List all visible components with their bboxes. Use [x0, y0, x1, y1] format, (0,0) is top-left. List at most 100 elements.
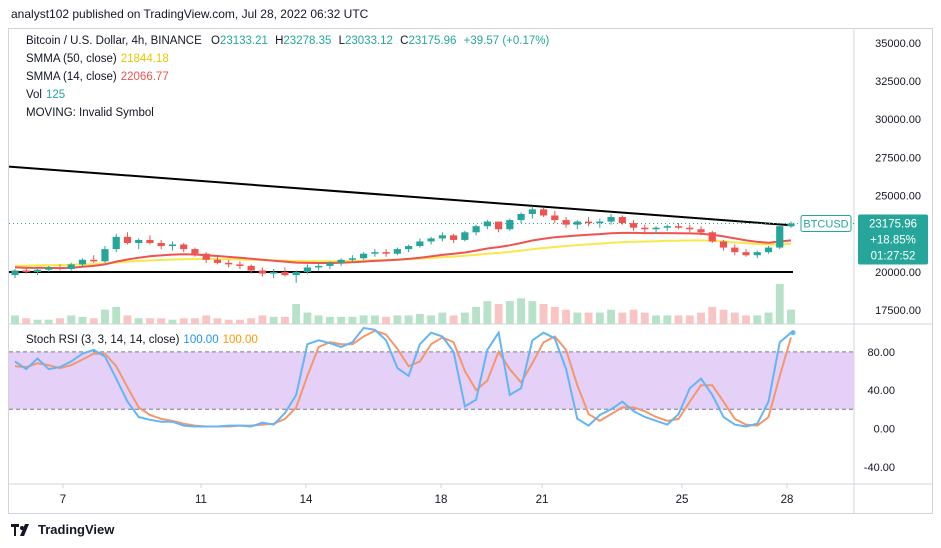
smma14-line [14, 231, 792, 270]
candle-body [281, 272, 289, 276]
candle-body [236, 264, 244, 266]
volume-bar [393, 315, 402, 324]
volume-bar [78, 316, 87, 324]
volume-value: 125 [46, 89, 66, 101]
candle-body [270, 272, 278, 274]
volume-bar [787, 309, 795, 324]
smma50-legend: SMMA (50, close) 21844.18 [26, 53, 169, 65]
volume-bar [235, 319, 244, 324]
volume-bar [607, 309, 615, 324]
volume-bar [89, 318, 98, 324]
volume-bar [764, 312, 773, 324]
trend-line [9, 165, 794, 227]
candle-body [551, 215, 559, 221]
stoch-k-value: 100.00 [183, 334, 219, 346]
stoch-band [9, 351, 854, 410]
candle-body [45, 267, 53, 270]
price-tick-label: 35000.00 [875, 38, 921, 50]
candle-body [90, 259, 98, 262]
volume-bar [168, 319, 177, 324]
price-tick-label: 25000.00 [875, 191, 921, 203]
candle-body [584, 221, 593, 224]
volume-bar [460, 312, 469, 324]
volume-bar [753, 315, 762, 324]
tradingview-brand: TradingView [38, 522, 115, 537]
stoch-tick-label: 80.00 [867, 347, 895, 359]
candle-body [191, 249, 199, 254]
volume-bar [528, 301, 537, 324]
volume-bar [404, 315, 413, 324]
stoch-end-marker [790, 330, 796, 336]
volume-bar [517, 298, 526, 324]
candle-body [33, 269, 42, 273]
volume-bar [775, 284, 784, 324]
candle-body [168, 244, 177, 247]
volume-bar [685, 315, 694, 324]
candle-body [483, 221, 491, 227]
candle-body [731, 247, 739, 253]
volume-bar [584, 312, 593, 324]
volume-bar [629, 309, 638, 324]
time-tick-label: 14 [300, 494, 313, 506]
candle-body [303, 267, 312, 273]
candle-body [674, 226, 683, 228]
candle-body [708, 232, 716, 242]
chart-canvas[interactable]: 35000.00 32500.00 30000.00 27500.00 25000.00… [9, 29, 932, 513]
price-tick-label: 20000.00 [875, 267, 921, 279]
candle-body [382, 252, 390, 254]
candle-body [494, 221, 503, 230]
symbol-tag-text: BTCUSD [803, 218, 848, 230]
stoch-d-line [14, 329, 792, 428]
volume-bar [303, 312, 312, 324]
candle-body [393, 249, 401, 254]
volume-bar [449, 315, 458, 324]
chart-frame[interactable]: 35000.00 32500.00 30000.00 27500.00 25000.00… [8, 28, 933, 514]
symbol-legend: Bitcoin / U.S. Dollar, 4h, BINANCE O2313… [26, 35, 549, 47]
stoch-k-line [14, 326, 792, 428]
volume-bar [348, 316, 357, 324]
candle-body [22, 270, 30, 273]
volume-legend: Vol 125 [26, 89, 65, 101]
volume-bar [640, 312, 649, 324]
candle-body [764, 247, 773, 253]
volume-bar [595, 312, 604, 324]
volume-bar [157, 318, 166, 324]
time-tick-label: 28 [781, 494, 794, 506]
volume-bar [134, 318, 143, 324]
volume-bar [483, 301, 492, 324]
volume-bar [438, 312, 447, 324]
candle-body [213, 259, 222, 263]
smma50-value: 21844.18 [120, 53, 169, 65]
candle-body [337, 259, 345, 263]
volume-bar [674, 315, 683, 324]
candle-body [438, 235, 446, 239]
volume-bar [505, 301, 514, 324]
price-tick-label: 27500.00 [875, 152, 921, 164]
candle-body [641, 227, 649, 230]
tradingview-footer[interactable]: TradingView [11, 522, 114, 537]
volume-bar [280, 316, 289, 324]
price-tag-price: 23175.96 [869, 218, 917, 230]
candle-body [135, 239, 143, 243]
candle-body [180, 244, 188, 250]
price-tick-label: 17500.00 [875, 305, 921, 317]
stoch-label: Stoch RSI (3, 3, 14, 14, close) [26, 334, 180, 346]
candle-body [146, 239, 154, 243]
close-value: 23175.96 [408, 35, 457, 47]
candle-body [56, 267, 64, 269]
tradingview-logo-icon [11, 523, 29, 536]
smma14-value: 22066.77 [120, 71, 169, 83]
candle-body [618, 217, 626, 224]
volume-bar [337, 316, 346, 324]
smma14-label: SMMA (14, close) [26, 71, 117, 83]
volume-label: Vol [26, 89, 42, 101]
volume-bar [56, 318, 64, 324]
price-tag-change: +18.85% [870, 234, 916, 246]
candle-body [258, 270, 267, 274]
volume-bar [22, 318, 31, 324]
candle-body [202, 253, 210, 260]
change-value: +39.57 (+0.17%) [463, 35, 550, 47]
high-label: H [275, 35, 284, 47]
high-value: 23278.35 [283, 35, 332, 47]
candle-body [292, 272, 300, 276]
